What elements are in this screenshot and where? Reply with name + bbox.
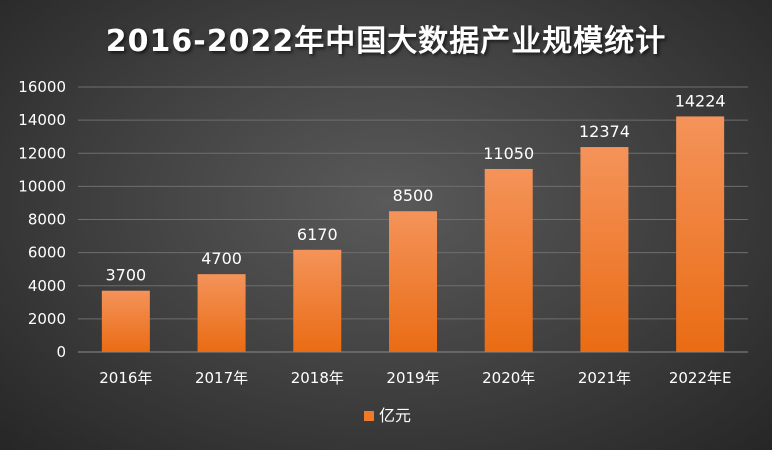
- data-label: 12374: [579, 122, 630, 141]
- data-label: 4700: [201, 249, 242, 268]
- legend-label: 亿元: [379, 406, 411, 425]
- data-label: 14224: [675, 91, 726, 110]
- bars: [101, 116, 725, 352]
- bar: [676, 116, 725, 352]
- y-tick-label: 2000: [28, 310, 66, 328]
- y-tick-label: 14000: [18, 111, 66, 129]
- data-label: 11050: [483, 144, 534, 163]
- x-tick-label: 2021年: [578, 369, 631, 387]
- legend-swatch: [364, 411, 374, 421]
- x-tick-label: 2016年: [99, 369, 152, 387]
- legend: 亿元: [364, 406, 411, 425]
- y-tick-label: 4000: [28, 277, 66, 295]
- bar: [580, 147, 629, 352]
- data-label: 6170: [297, 225, 338, 244]
- bar: [389, 211, 437, 352]
- labels: 0 2000 4000 6000 8000 10000 12000 14000 16000 370…: [18, 78, 731, 387]
- bar: [197, 274, 246, 352]
- y-tick-label: 6000: [28, 244, 66, 262]
- x-tick-label: 2019年: [386, 369, 439, 387]
- bar: [293, 249, 342, 352]
- bar: [101, 290, 150, 352]
- data-label: 8500: [393, 186, 434, 205]
- x-tick-label: 2017年: [195, 369, 248, 387]
- x-tick-label: 2020年: [482, 369, 535, 387]
- data-label: 3700: [105, 266, 146, 285]
- chart-title: 2016-2022年中国大数据产业规模统计: [105, 24, 667, 59]
- y-tick-label: 10000: [18, 177, 66, 195]
- x-tick-label: 2018年: [291, 369, 344, 387]
- y-tick-label: 12000: [18, 144, 66, 162]
- y-tick-label: 0: [56, 343, 66, 361]
- y-tick-label: 16000: [18, 78, 66, 96]
- y-tick-label: 8000: [28, 211, 66, 229]
- bar: [484, 168, 533, 352]
- x-tick-label: 2022年E: [669, 369, 732, 387]
